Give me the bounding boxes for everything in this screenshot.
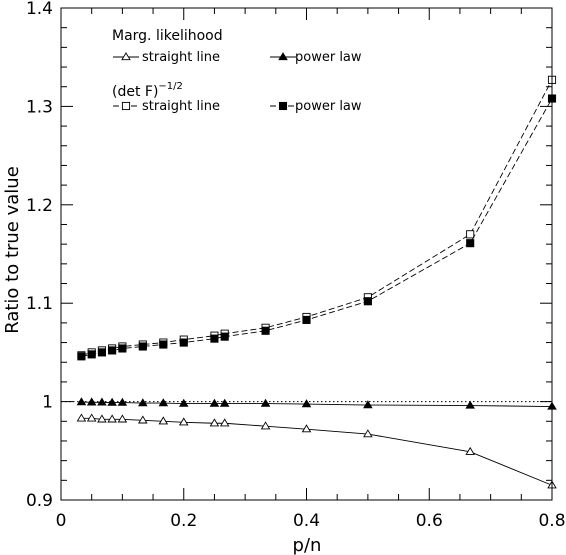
data-point <box>219 418 230 427</box>
data-point <box>108 346 117 355</box>
data-point <box>302 315 311 324</box>
plot-area <box>61 75 557 489</box>
data-point <box>86 413 97 422</box>
data-point <box>107 414 117 423</box>
data-point <box>97 348 106 357</box>
data-point <box>210 334 219 343</box>
series-marg-likelihood-power-law <box>76 397 557 410</box>
data-point <box>220 332 229 341</box>
data-point <box>260 421 271 430</box>
data-point <box>219 398 230 407</box>
data-point <box>159 340 168 349</box>
data-point <box>179 338 188 347</box>
y-tick-label: 1.3 <box>26 97 53 117</box>
data-point <box>466 230 475 239</box>
data-point <box>87 350 96 359</box>
x-tick-label: 0 <box>56 511 67 531</box>
y-tick-label: 1.4 <box>26 0 53 19</box>
data-point <box>158 398 169 407</box>
data-point <box>178 398 189 407</box>
legend-marker <box>278 101 288 111</box>
y-tick-label: 0.9 <box>26 491 53 511</box>
data-point <box>77 352 86 361</box>
data-point <box>363 400 373 409</box>
data-point <box>158 416 169 425</box>
legend-entry: straight line <box>113 50 220 65</box>
data-point <box>97 414 107 423</box>
data-point <box>466 239 475 248</box>
x-tick-label: 0.8 <box>538 511 565 531</box>
series-line <box>81 98 553 357</box>
series-line <box>81 401 553 407</box>
legend-label: straight line <box>142 50 220 65</box>
series-line <box>81 79 553 356</box>
data-point <box>465 446 475 455</box>
data-point <box>465 400 475 409</box>
x-tick-label: 0.4 <box>293 511 320 531</box>
y-tick-label: 1 <box>42 393 53 413</box>
legend-entry: power law <box>270 99 362 114</box>
legend-entry: straight line <box>113 99 220 114</box>
x-tick-label: 0.2 <box>170 511 197 531</box>
data-point <box>76 413 87 422</box>
y-tick-label: 1.2 <box>26 196 53 216</box>
legend-label: power law <box>295 50 362 65</box>
data-point <box>138 342 147 351</box>
legend-label: power law <box>295 99 362 114</box>
series-marg-likelihood-straight-line <box>76 413 557 489</box>
data-point <box>107 397 117 406</box>
x-axis-title: p/n <box>293 535 322 555</box>
data-point <box>76 397 87 406</box>
data-point <box>97 397 107 406</box>
series-det-f-power-law <box>77 94 557 361</box>
legend-marker <box>278 52 288 61</box>
data-point <box>261 326 270 335</box>
data-point <box>178 417 189 426</box>
series-line <box>81 417 553 486</box>
data-point <box>86 397 97 406</box>
legend-label: straight line <box>142 99 220 114</box>
legend-heading-det-f-base: (det F) <box>112 84 158 100</box>
legend-heading-marg-likelihood: Marg. likelihood <box>112 28 223 44</box>
data-point <box>118 344 127 353</box>
data-point <box>138 415 148 424</box>
legend-entry: power law <box>270 50 362 65</box>
legend-marker <box>121 101 131 111</box>
y-axis-title: Ratio to true value <box>2 166 23 334</box>
y-tick-label: 1.1 <box>26 294 53 314</box>
data-point <box>301 424 312 433</box>
data-point <box>260 398 271 407</box>
legend-heading-det-f-exponent: −1/2 <box>158 81 182 92</box>
axes: 0 0.2 0.4 0.6 0.8 0.9 1 1.1 1.2 1.3 1.4 <box>26 0 566 531</box>
data-point <box>117 414 128 423</box>
data-point <box>363 429 373 438</box>
data-point <box>117 397 128 406</box>
legend-marker <box>121 52 131 61</box>
data-point <box>209 398 220 407</box>
legend-heading-det-f: (det F)−1/2 <box>112 81 183 100</box>
data-point <box>209 418 220 427</box>
data-point <box>363 297 372 306</box>
data-point <box>138 398 148 407</box>
x-tick-label: 0.6 <box>416 511 443 531</box>
data-point <box>301 399 312 408</box>
